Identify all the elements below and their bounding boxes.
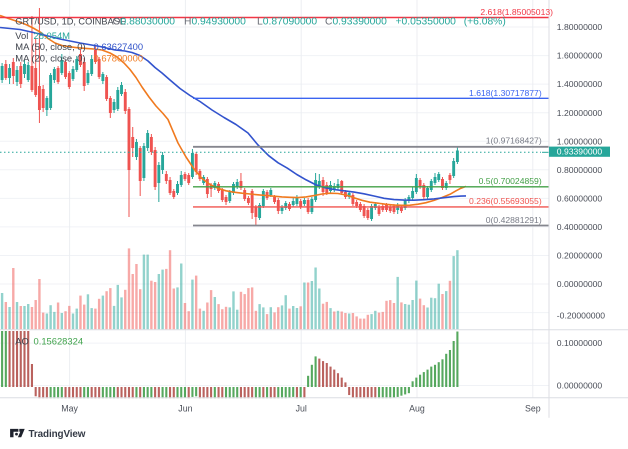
svg-text:H0.94930000: H0.94930000 xyxy=(184,17,246,28)
svg-text:1.60000000: 1.60000000 xyxy=(557,51,603,61)
svg-text:2.618(1.85005013): 2.618(1.85005013) xyxy=(480,7,553,17)
svg-text:1.40000000: 1.40000000 xyxy=(557,79,603,89)
svg-text:0.60000000: 0.60000000 xyxy=(557,193,603,203)
svg-text:0.00000000: 0.00000000 xyxy=(557,279,603,289)
svg-text:Jun: Jun xyxy=(178,404,192,414)
svg-text:0.10000000: 0.10000000 xyxy=(557,338,603,348)
svg-text:0.236(0.55693055): 0.236(0.55693055) xyxy=(469,196,542,206)
svg-text:May: May xyxy=(61,404,78,414)
svg-text:0(0.42881291): 0(0.42881291) xyxy=(486,215,542,225)
svg-text:0.20000000: 0.20000000 xyxy=(557,251,603,261)
svg-text:0.80000000: 0.80000000 xyxy=(557,165,603,175)
svg-text:GRT/USD, 1D, COINBASE: GRT/USD, 1D, COINBASE xyxy=(15,17,126,27)
svg-text:O0.88030000: O0.88030000 xyxy=(113,17,176,28)
svg-text:1(0.97168427): 1(0.97168427) xyxy=(486,136,542,146)
svg-text:1.618(1.30717877): 1.618(1.30717877) xyxy=(469,88,542,98)
svg-text:Jul: Jul xyxy=(296,404,307,414)
svg-text:0.00000000: 0.00000000 xyxy=(557,381,603,391)
svg-text:(+6.08%): (+6.08%) xyxy=(464,17,506,28)
svg-text:1.00000000: 1.00000000 xyxy=(557,136,603,146)
svg-text:AO0.15628324: AO 0.15628324 xyxy=(15,336,83,347)
svg-text:0.5(0.70024859): 0.5(0.70024859) xyxy=(479,176,542,186)
svg-text:-0.20000000: -0.20000000 xyxy=(557,310,605,320)
svg-text:+0.05350000: +0.05350000 xyxy=(396,17,457,28)
svg-text:C0.93390000: C0.93390000 xyxy=(325,17,387,28)
svg-text:TradingView: TradingView xyxy=(29,429,86,440)
svg-text:MA (20, close, 0)0.67800000: MA (20, close, 0) 0.67800000 xyxy=(15,52,143,63)
svg-text:1.20000000: 1.20000000 xyxy=(557,108,603,118)
svg-text:1.80000000: 1.80000000 xyxy=(557,22,603,32)
svg-text:Aug: Aug xyxy=(409,404,425,414)
svg-text:Sep: Sep xyxy=(525,404,541,414)
svg-text:L0.87090000: L0.87090000 xyxy=(257,17,317,28)
svg-text:0.40000000: 0.40000000 xyxy=(557,222,603,232)
svg-text:MA (50, close, 0)0.63627400: MA (50, close, 0) 0.63627400 xyxy=(15,41,143,52)
svg-text:0.93390000: 0.93390000 xyxy=(557,147,603,157)
